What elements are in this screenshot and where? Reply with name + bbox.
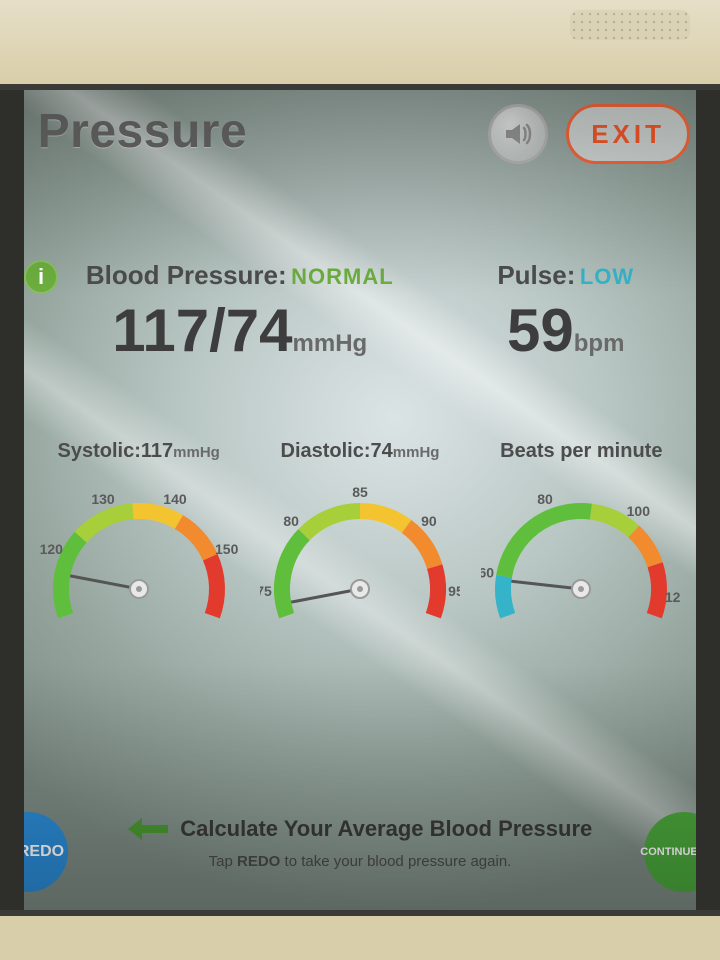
gauges-row: Systolic:117mmHg 120 130 140 150 Diastolic:… — [24, 440, 696, 619]
bpm-gauge: 60 80 100 120 — [481, 469, 681, 619]
svg-text:95: 95 — [448, 583, 460, 599]
footer: Calculate Your Average Blood Pressure Ta… — [24, 816, 696, 870]
pulse-status: LOW — [580, 264, 634, 289]
bpm-gauge-col: Beats per minute 60 80 100 120 — [476, 440, 686, 619]
sound-icon — [502, 118, 534, 150]
arrow-left-icon — [128, 818, 168, 845]
bp-label: Blood Pressure: — [86, 260, 287, 290]
svg-text:130: 130 — [91, 491, 115, 507]
svg-text:120: 120 — [665, 589, 681, 605]
pulse-value: 59 — [507, 297, 574, 364]
kiosk-bezel-right — [696, 90, 720, 910]
svg-text:150: 150 — [215, 541, 239, 557]
bp-reading: Blood Pressure: NORMAL 117/74mmHg — [86, 260, 394, 361]
svg-text:80: 80 — [283, 513, 299, 529]
diastolic-title: Diastolic:74mmHg — [255, 440, 465, 463]
kiosk-bezel-top — [0, 0, 720, 90]
diastolic-title-val: 74 — [371, 440, 393, 462]
diastolic-gauge-col: Diastolic:74mmHg 75 80 85 90 95 — [255, 440, 465, 619]
bp-value: 117/74 — [112, 297, 292, 364]
svg-text:75: 75 — [260, 583, 272, 599]
bpm-title: Beats per minute — [476, 440, 686, 463]
svg-text:85: 85 — [352, 484, 368, 500]
footer-hint-pre: Tap — [209, 853, 237, 870]
readings-row: Blood Pressure: NORMAL 117/74mmHg Pulse:… — [24, 260, 696, 361]
exit-button[interactable]: EXIT — [566, 104, 690, 164]
footer-cta: Calculate Your Average Blood Pressure — [180, 816, 592, 841]
diastolic-title-unit: mmHg — [393, 444, 440, 461]
sound-button[interactable] — [488, 104, 548, 164]
kiosk-bezel-bottom — [0, 910, 720, 960]
pulse-reading: Pulse: LOW 59bpm — [497, 260, 634, 361]
svg-text:80: 80 — [538, 491, 554, 507]
footer-hint-bold: REDO — [237, 853, 280, 870]
footer-hint-post: to take your blood pressure again. — [280, 853, 511, 870]
systolic-title-unit: mmHg — [173, 444, 220, 461]
svg-text:140: 140 — [163, 491, 187, 507]
svg-text:120: 120 — [39, 541, 63, 557]
top-bar: d Pressure s EXIT — [24, 104, 696, 214]
svg-text:60: 60 — [481, 564, 494, 580]
redo-label: REDO — [24, 843, 64, 861]
diastolic-gauge: 75 80 85 90 95 — [260, 469, 460, 619]
bp-unit: mmHg — [293, 330, 368, 357]
speaker-grille — [570, 10, 690, 40]
diastolic-title-text: Diastolic — [281, 440, 364, 462]
pulse-unit: bpm — [574, 330, 625, 357]
systolic-title-val: 117 — [141, 440, 173, 462]
kiosk-bezel-left — [0, 90, 24, 910]
screen: d Pressure s EXIT i Blood Pressure — [24, 90, 696, 910]
footer-hint: Tap REDO to take your blood pressure aga… — [24, 853, 696, 870]
systolic-title-text: Systolic — [58, 440, 135, 462]
systolic-gauge: 120 130 140 150 — [39, 469, 239, 619]
svg-text:90: 90 — [421, 513, 437, 529]
svg-text:100: 100 — [627, 503, 651, 519]
exit-label: EXIT — [591, 119, 665, 150]
systolic-gauge-col: Systolic:117mmHg 120 130 140 150 — [34, 440, 244, 619]
page-title: d Pressure — [24, 104, 247, 159]
pulse-label: Pulse: — [497, 260, 575, 290]
continue-label: CONTINUE — [640, 846, 696, 858]
page-subtitle: s — [24, 161, 247, 184]
bp-status: NORMAL — [291, 264, 394, 289]
systolic-title: Systolic:117mmHg — [34, 440, 244, 463]
